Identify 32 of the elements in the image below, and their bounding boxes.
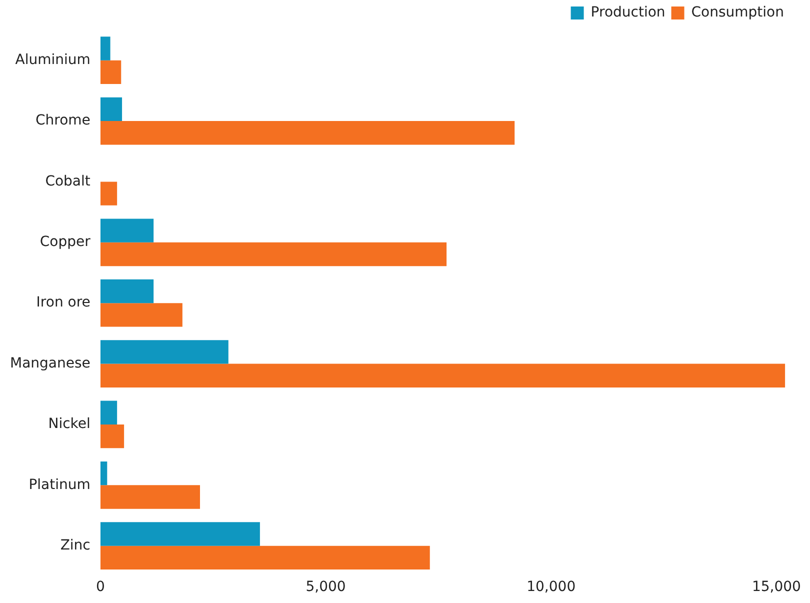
bar	[100, 218, 154, 242]
bar	[100, 400, 118, 424]
x-tick-label: 0	[96, 579, 105, 596]
legend-label: Consumption	[691, 4, 784, 21]
y-tick-label: Nickel	[48, 416, 90, 432]
bar	[100, 522, 260, 546]
y-tick-label: Cobalt	[45, 173, 91, 190]
bar	[100, 121, 515, 145]
x-tick-label: 5,000	[306, 579, 346, 596]
bar	[100, 36, 110, 60]
y-tick-label: Copper	[40, 234, 91, 250]
bar	[100, 303, 182, 327]
bar	[100, 182, 118, 206]
bar	[100, 364, 786, 388]
bar	[100, 424, 124, 448]
y-tick-label: Aluminium	[15, 52, 90, 68]
bar	[100, 279, 154, 304]
y-tick-label: Platinum	[28, 476, 90, 493]
x-tick-label: 15,000	[752, 579, 801, 596]
bar	[100, 485, 200, 509]
bar	[100, 97, 122, 122]
y-tick-label: Iron ore	[36, 294, 90, 311]
y-tick-label: Chrome	[35, 112, 90, 129]
y-tick-label: Manganese	[10, 355, 90, 372]
bar	[100, 462, 108, 486]
bar	[100, 60, 122, 84]
y-tick-label: Zinc	[60, 537, 90, 554]
legend-label: Production	[590, 4, 666, 21]
bar	[100, 340, 228, 364]
x-tick-label: 10,000	[526, 579, 576, 596]
bar	[100, 242, 447, 266]
bar	[100, 546, 430, 570]
